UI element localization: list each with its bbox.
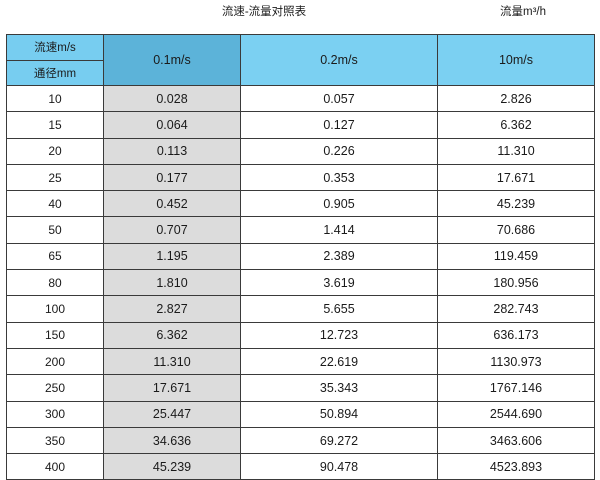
column-header-1: 0.2m/s xyxy=(240,34,438,86)
cell-flow-value: 11.310 xyxy=(103,347,241,376)
table-row: 25 0.177 0.353 17.671 xyxy=(6,163,595,192)
cell-flow-value: 636.173 xyxy=(437,321,595,349)
cell-flow-value: 1767.146 xyxy=(437,374,595,402)
cell-flow-value: 50.894 xyxy=(240,400,438,428)
cell-flow-value: 34.636 xyxy=(103,426,241,455)
cell-flow-value: 0.113 xyxy=(103,137,241,165)
cell-flow-value: 70.686 xyxy=(437,216,595,244)
table-row: 65 1.195 2.389 119.459 xyxy=(6,242,595,271)
caption-row: 流速-流量对照表 流量m³/h xyxy=(0,0,600,34)
table-row: 10 0.028 0.057 2.826 xyxy=(6,84,595,113)
cell-nominal-diameter: 200 xyxy=(6,347,104,376)
cell-flow-value: 1.414 xyxy=(240,216,438,244)
cell-flow-value: 22.619 xyxy=(240,347,438,376)
cell-flow-value: 5.655 xyxy=(240,295,438,323)
cell-flow-value: 69.272 xyxy=(240,426,438,455)
cell-flow-value: 0.127 xyxy=(240,111,438,139)
header-row-bottom: 通径mm xyxy=(6,59,595,86)
cell-flow-value: 180.956 xyxy=(437,269,595,297)
cell-flow-value: 119.459 xyxy=(437,242,595,271)
table-row: 100 2.827 5.655 282.743 xyxy=(6,295,595,323)
table-row: 400 45.239 90.478 4523.893 xyxy=(6,453,595,480)
cell-flow-value: 25.447 xyxy=(103,400,241,428)
cell-flow-value: 1.195 xyxy=(103,242,241,271)
cell-nominal-diameter: 20 xyxy=(6,137,104,165)
column-header-2: 10m/s xyxy=(437,34,595,86)
cell-flow-value: 35.343 xyxy=(240,374,438,402)
table-row: 150 6.362 12.723 636.173 xyxy=(6,321,595,349)
cell-flow-value: 6.362 xyxy=(437,111,595,139)
cell-nominal-diameter: 100 xyxy=(6,295,104,323)
cell-flow-value: 6.362 xyxy=(103,321,241,349)
page-title: 流速-流量对照表 xyxy=(221,6,307,18)
table-row: 40 0.452 0.905 45.239 xyxy=(6,190,595,218)
flow-velocity-table-container: 流速m/s 0.1m/s 0.2m/s 10m/s 通径mm 10 0.028 0.… xyxy=(6,34,595,480)
cell-flow-value: 3.619 xyxy=(240,269,438,297)
table-head: 流速m/s 0.1m/s 0.2m/s 10m/s 通径mm xyxy=(6,34,595,86)
cell-nominal-diameter: 65 xyxy=(6,242,104,271)
cell-flow-value: 0.905 xyxy=(240,190,438,218)
header-row-top: 流速m/s 0.1m/s 0.2m/s 10m/s xyxy=(6,34,595,86)
cell-nominal-diameter: 10 xyxy=(6,84,104,113)
table-row: 350 34.636 69.272 3463.606 xyxy=(6,426,595,455)
table-body: 10 0.028 0.057 2.826 15 0.064 0.127 6.362 20 0.11… xyxy=(6,84,595,480)
table-row: 20 0.113 0.226 11.310 xyxy=(6,137,595,165)
cell-nominal-diameter: 250 xyxy=(6,374,104,402)
cell-flow-value: 2.826 xyxy=(437,84,595,113)
cell-nominal-diameter: 300 xyxy=(6,400,104,428)
corner-header-velocity: 流速m/s xyxy=(6,34,104,61)
cell-flow-value: 2.389 xyxy=(240,242,438,271)
cell-nominal-diameter: 80 xyxy=(6,269,104,297)
cell-nominal-diameter: 25 xyxy=(6,163,104,192)
cell-flow-value: 90.478 xyxy=(240,453,438,480)
cell-flow-value: 17.671 xyxy=(103,374,241,402)
cell-flow-value: 0.226 xyxy=(240,137,438,165)
cell-flow-value: 0.057 xyxy=(240,84,438,113)
flow-unit-label: 流量m³/h xyxy=(500,6,546,18)
cell-flow-value: 0.064 xyxy=(103,111,241,139)
cell-flow-value: 2.827 xyxy=(103,295,241,323)
cell-nominal-diameter: 50 xyxy=(6,216,104,244)
cell-flow-value: 282.743 xyxy=(437,295,595,323)
cell-nominal-diameter: 150 xyxy=(6,321,104,349)
cell-flow-value: 45.239 xyxy=(437,190,595,218)
cell-flow-value: 1130.973 xyxy=(437,347,595,376)
table-row: 80 1.810 3.619 180.956 xyxy=(6,269,595,297)
cell-flow-value: 0.353 xyxy=(240,163,438,192)
cell-nominal-diameter: 15 xyxy=(6,111,104,139)
cell-flow-value: 45.239 xyxy=(103,453,241,480)
cell-nominal-diameter: 350 xyxy=(6,426,104,455)
cell-flow-value: 4523.893 xyxy=(437,453,595,480)
corner-header-diameter: 通径mm xyxy=(6,59,104,86)
cell-flow-value: 2544.690 xyxy=(437,400,595,428)
cell-nominal-diameter: 400 xyxy=(6,453,104,480)
cell-nominal-diameter: 40 xyxy=(6,190,104,218)
table-row: 200 11.310 22.619 1130.973 xyxy=(6,347,595,376)
cell-flow-value: 1.810 xyxy=(103,269,241,297)
cell-flow-value: 12.723 xyxy=(240,321,438,349)
table-row: 50 0.707 1.414 70.686 xyxy=(6,216,595,244)
table-row: 300 25.447 50.894 2544.690 xyxy=(6,400,595,428)
cell-flow-value: 0.028 xyxy=(103,84,241,113)
flow-velocity-table: 流速m/s 0.1m/s 0.2m/s 10m/s 通径mm 10 0.028 0.… xyxy=(6,34,595,480)
cell-flow-value: 0.452 xyxy=(103,190,241,218)
cell-flow-value: 0.177 xyxy=(103,163,241,192)
cell-flow-value: 3463.606 xyxy=(437,426,595,455)
cell-flow-value: 11.310 xyxy=(437,137,595,165)
table-row: 15 0.064 0.127 6.362 xyxy=(6,111,595,139)
column-header-0: 0.1m/s xyxy=(103,34,241,86)
cell-flow-value: 17.671 xyxy=(437,163,595,192)
cell-flow-value: 0.707 xyxy=(103,216,241,244)
table-row: 250 17.671 35.343 1767.146 xyxy=(6,374,595,402)
